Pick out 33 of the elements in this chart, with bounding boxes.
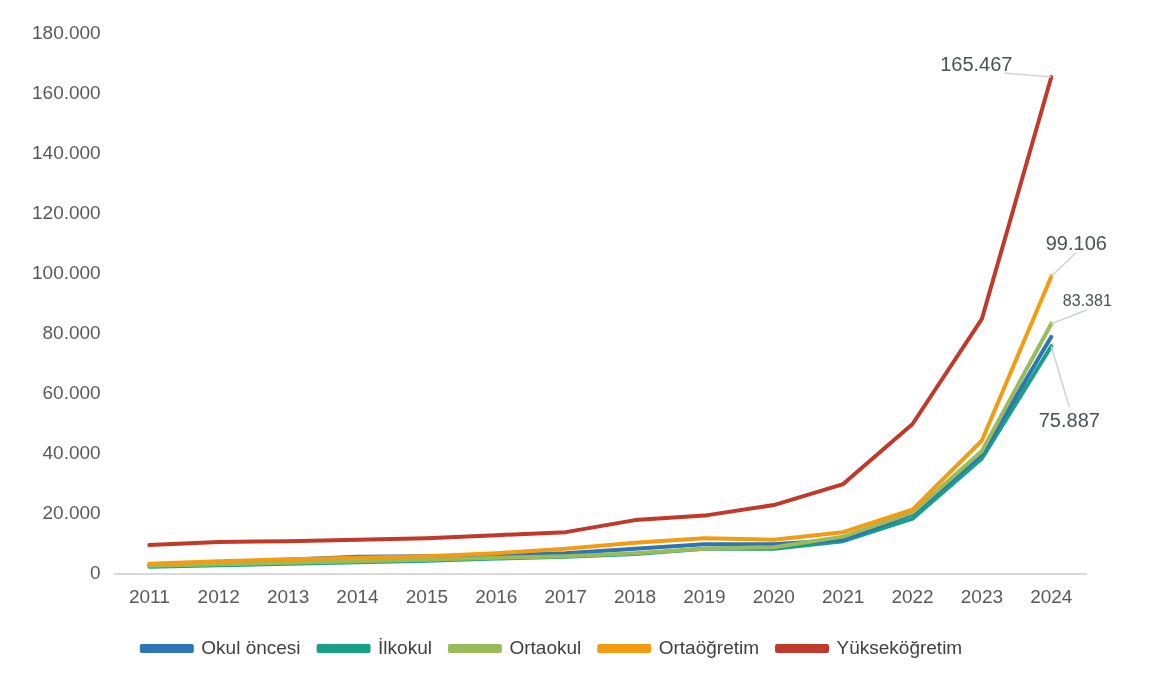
legend-label: Yükseköğretim bbox=[836, 636, 963, 658]
data-label: 83.381 bbox=[1062, 292, 1112, 310]
x-tick-label: 2023 bbox=[960, 585, 1004, 607]
data-label: 99.106 bbox=[1045, 231, 1107, 254]
x-tick-label: 2021 bbox=[822, 585, 865, 607]
x-tick-label: 2011 bbox=[128, 585, 170, 607]
x-tick-label: 2017 bbox=[544, 585, 587, 607]
legend-label: Ortaokul bbox=[509, 636, 582, 658]
y-tick-label: 160.000 bbox=[31, 81, 101, 103]
x-tick-label: 2018 bbox=[613, 585, 657, 607]
x-tick-label: 2016 bbox=[475, 585, 518, 607]
y-tick-label: 20.000 bbox=[42, 502, 101, 524]
x-tick-label: 2024 bbox=[1030, 585, 1073, 607]
x-tick-label: 2013 bbox=[266, 585, 310, 607]
y-tick-label: 100.000 bbox=[31, 261, 101, 283]
y-tick-label: 40.000 bbox=[42, 442, 101, 464]
y-tick-label: 60.000 bbox=[42, 382, 101, 404]
x-tick-label: 2015 bbox=[405, 585, 449, 607]
legend-label: Ortaöğretim bbox=[658, 636, 760, 658]
y-tick-label: 0 bbox=[90, 562, 101, 584]
data-label: 165.467 bbox=[940, 52, 1013, 75]
x-tick-label: 2020 bbox=[752, 585, 795, 607]
x-tick-label: 2022 bbox=[891, 585, 934, 607]
y-tick-label: 180.000 bbox=[31, 21, 101, 43]
legend-label: İlkokul bbox=[378, 636, 432, 658]
legend-label: Okul öncesi bbox=[201, 636, 301, 658]
x-tick-label: 2014 bbox=[336, 585, 380, 607]
y-tick-label: 120.000 bbox=[31, 201, 101, 223]
y-tick-label: 140.000 bbox=[31, 141, 101, 163]
data-label: 75.887 bbox=[1038, 408, 1100, 431]
y-tick-label: 80.000 bbox=[42, 322, 101, 344]
x-tick-label: 2012 bbox=[197, 585, 240, 607]
x-tick-label: 2019 bbox=[683, 585, 726, 607]
